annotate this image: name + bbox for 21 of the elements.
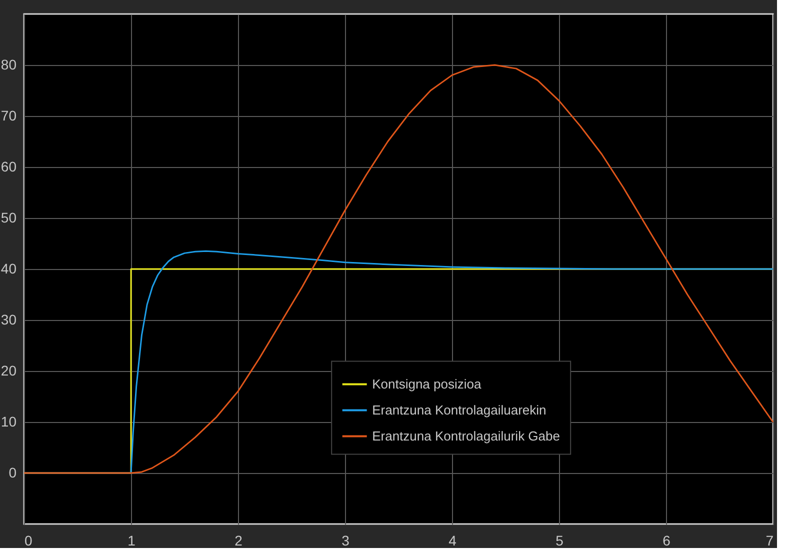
x-tick-label: 1 <box>128 532 136 548</box>
y-tick-label: 10 <box>0 414 17 430</box>
y-tick-label: 70 <box>0 108 17 124</box>
y-tick-label: 50 <box>0 210 17 226</box>
x-tick-label: 7 <box>766 532 774 548</box>
x-tick-label: 2 <box>234 532 243 548</box>
line-series <box>23 64 774 474</box>
y-tick-label: 80 <box>0 56 17 72</box>
legend-label: Erantzuna Kontrolagailurik Gabe <box>372 428 560 444</box>
y-tick-label: 60 <box>0 158 17 174</box>
x-tick-label: 4 <box>448 532 457 548</box>
x-tick-label: 3 <box>342 532 350 548</box>
x-tick-label: 6 <box>662 532 671 548</box>
y-tick-label: 40 <box>0 260 17 276</box>
y-tick-label: 20 <box>0 362 17 378</box>
y-tick-label: 30 <box>0 312 17 328</box>
y-tick-label: 0 <box>8 464 17 480</box>
x-tick-label: 0 <box>24 532 32 548</box>
legend-label: Erantzuna Kontrolagailuarekin <box>372 402 546 418</box>
legend-label: Kontsigna posizioa <box>372 376 482 392</box>
x-tick-label: 5 <box>556 532 564 548</box>
